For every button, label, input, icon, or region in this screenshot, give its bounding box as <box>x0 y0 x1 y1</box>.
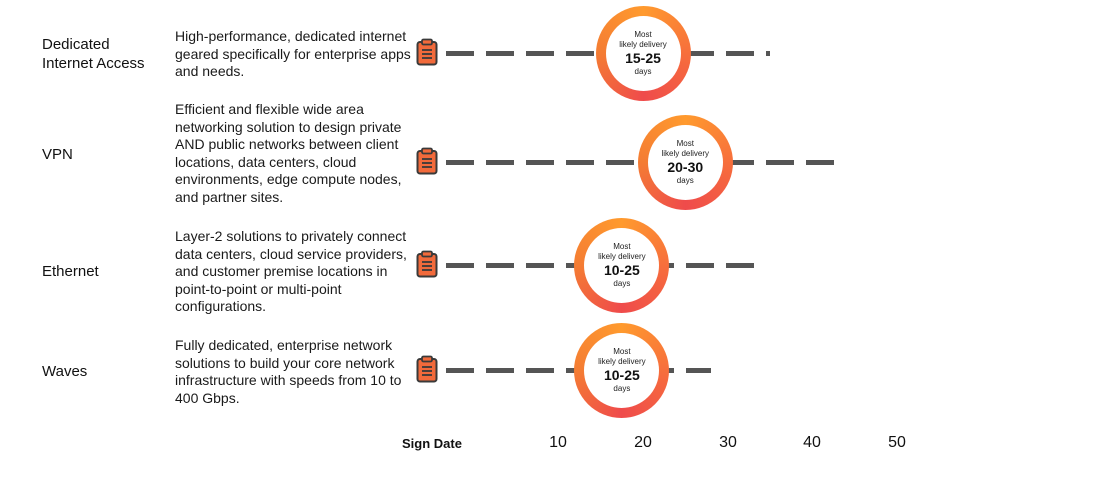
delivery-badge-inner: Most likely delivery 10-25 days <box>584 227 660 303</box>
axis-tick-10: 10 <box>549 434 567 451</box>
delivery-badge-inner: Most likely delivery 20-30 days <box>647 124 723 200</box>
service-description: Fully dedicated, enterprise network solu… <box>175 337 402 406</box>
axis-tick-40: 40 <box>803 434 821 451</box>
badge-range: 20-30 <box>667 159 704 175</box>
badge-line1: Most <box>613 242 631 251</box>
delivery-badge: Most likely delivery 10-25 days <box>574 322 670 418</box>
delivery-badge-inner: Most likely delivery 15-25 days <box>605 15 681 91</box>
delivery-badge: Most likely delivery 20-30 days <box>637 114 733 210</box>
clipboard-icon <box>416 147 438 175</box>
badge-unit: days <box>634 67 652 76</box>
axis-tick-20: 20 <box>634 434 652 451</box>
axis-tick-50: 50 <box>888 434 906 451</box>
service-name: Ethernet <box>42 263 99 280</box>
badge-unit: days <box>613 384 631 393</box>
badge-line2: likely delivery <box>661 149 710 158</box>
badge-line2: likely delivery <box>598 252 646 261</box>
badge-range: 10-25 <box>603 262 640 278</box>
badge-range: 15-25 <box>625 50 661 66</box>
badge-line2: likely delivery <box>598 357 646 366</box>
clipboard-icon <box>416 250 438 278</box>
clipboard-icon <box>416 38 438 66</box>
badge-unit: days <box>676 176 694 185</box>
badge-line2: likely delivery <box>619 40 667 49</box>
delivery-badge: Most likely delivery 15-25 days <box>595 5 691 101</box>
badge-line1: Most <box>676 139 694 148</box>
service-description: High-performance, dedicated internet gea… <box>175 28 411 79</box>
axis-sign-date-label: Sign Date <box>402 436 462 451</box>
delivery-badge: Most likely delivery 10-25 days <box>574 217 670 313</box>
service-name: Waves <box>42 363 88 380</box>
service-name: VPN <box>42 146 73 163</box>
service-description: Efficient and flexible wide area network… <box>175 101 402 205</box>
badge-unit: days <box>613 279 631 288</box>
badge-line1: Most <box>613 347 631 356</box>
service-description: Layer-2 solutions to privately connect d… <box>175 228 407 314</box>
delivery-badge-inner: Most likely delivery 10-25 days <box>584 332 660 408</box>
service-name: Dedicated Internet Access <box>42 36 145 72</box>
badge-line1: Most <box>634 30 652 39</box>
badge-range: 10-25 <box>603 367 640 383</box>
clipboard-icon <box>416 355 438 383</box>
axis-tick-30: 30 <box>719 434 737 451</box>
